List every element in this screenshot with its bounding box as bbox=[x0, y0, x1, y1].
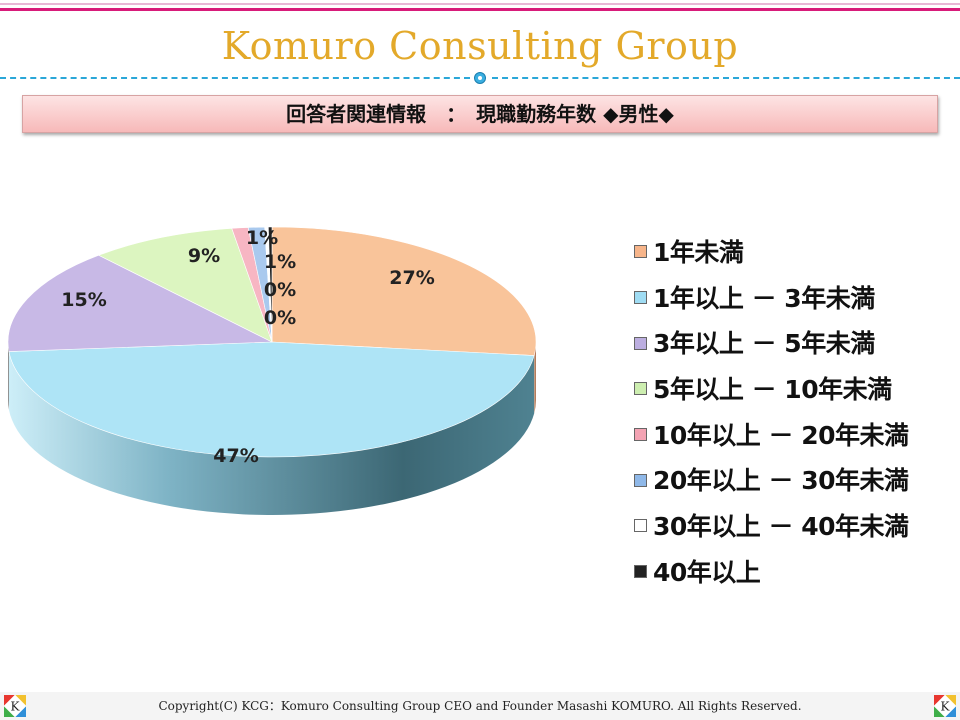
legend-item: 20年以上 － 30年未満 bbox=[634, 456, 960, 502]
brand-title: Komuro Consulting Group bbox=[221, 24, 739, 68]
pie-slice bbox=[97, 228, 273, 343]
pie-slice bbox=[7, 254, 273, 352]
pie-slice-side bbox=[534, 342, 536, 414]
legend-swatch bbox=[634, 473, 647, 487]
pie-data-label: 9% bbox=[188, 245, 220, 267]
legend-item: 40年以上 bbox=[634, 548, 960, 594]
legend-item: 1年以上 － 3年未満 bbox=[634, 274, 960, 320]
legend-label: 1年未満 bbox=[653, 237, 744, 267]
k-logo-icon: K bbox=[934, 695, 956, 717]
top-decor-bar bbox=[0, 0, 960, 14]
pie-slice-side bbox=[8, 351, 535, 516]
legend-label: 3年以上 － 5年未満 bbox=[653, 329, 875, 359]
legend-item: 10年以上 － 20年未満 bbox=[634, 411, 960, 457]
svg-text:K: K bbox=[11, 700, 21, 714]
legend-item: 3年以上 － 5年未満 bbox=[634, 319, 960, 365]
legend-swatch bbox=[634, 382, 647, 396]
pie-chart: 27% 47% 15% 9% 1%1% 0% 0% bbox=[7, 226, 537, 516]
legend-label: 5年以上 － 10年未満 bbox=[653, 374, 892, 404]
pie-data-label: 47% bbox=[213, 445, 258, 467]
divider-right bbox=[492, 77, 960, 79]
pie-data-label: 1% bbox=[264, 251, 296, 273]
divider-dot-icon bbox=[474, 72, 486, 84]
legend-swatch bbox=[634, 245, 647, 259]
pie-slice bbox=[271, 226, 537, 356]
legend-item: 30年以上 － 40年未満 bbox=[634, 502, 960, 548]
legend-label: 40年以上 bbox=[653, 557, 761, 587]
chart-legend: 1年未満 1年以上 － 3年未満 3年以上 － 5年未満 5年以上 － 10年未… bbox=[634, 228, 960, 594]
legend-swatch bbox=[634, 336, 647, 350]
pie-slice bbox=[8, 341, 535, 458]
pie-data-label: 0% bbox=[264, 279, 296, 301]
divider-left bbox=[0, 77, 470, 79]
legend-label: 10年以上 － 20年未満 bbox=[653, 420, 909, 450]
legend-swatch bbox=[634, 519, 647, 533]
pie-data-label: 15% bbox=[61, 289, 106, 311]
footer-bar: Copyright(C) KCG：Komuro Consulting Group… bbox=[0, 692, 960, 720]
legend-label: 1年以上 － 3年未満 bbox=[653, 283, 875, 313]
pie-slice bbox=[268, 226, 273, 343]
legend-label: 30年以上 － 40年未満 bbox=[653, 511, 909, 541]
slide-title-banner: 回答者関連情報 ： 現職勤務年数 ◆男性◆ bbox=[22, 95, 938, 133]
svg-text:K: K bbox=[941, 700, 951, 714]
legend-swatch bbox=[634, 565, 647, 579]
pie-data-label: 27% bbox=[389, 267, 434, 289]
k-logo-icon: K bbox=[4, 695, 26, 717]
legend-item: 1年未満 bbox=[634, 228, 960, 274]
pie-slice-side bbox=[8, 342, 9, 410]
legend-swatch bbox=[634, 291, 647, 305]
pie-data-label: 1% bbox=[246, 227, 278, 249]
pie-data-label: 0% bbox=[264, 307, 296, 329]
legend-item: 5年以上 － 10年未満 bbox=[634, 365, 960, 411]
legend-label: 20年以上 － 30年未満 bbox=[653, 466, 909, 496]
legend-swatch bbox=[634, 428, 647, 442]
copyright-text: Copyright(C) KCG：Komuro Consulting Group… bbox=[158, 699, 802, 713]
